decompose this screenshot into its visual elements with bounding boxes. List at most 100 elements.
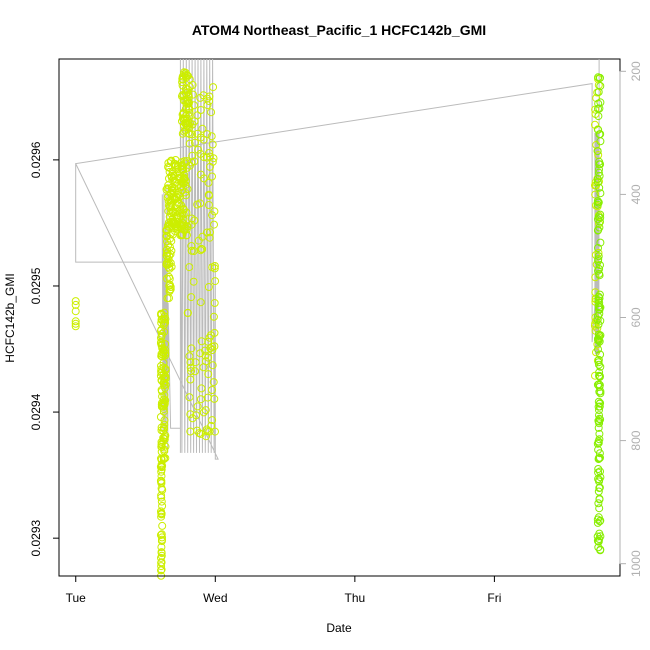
y2-tick-label: 800 bbox=[629, 430, 643, 450]
data-point bbox=[595, 477, 603, 486]
data-point bbox=[207, 132, 216, 141]
data-point bbox=[185, 108, 194, 117]
data-point bbox=[196, 298, 205, 307]
data-point bbox=[596, 545, 605, 554]
data-point bbox=[164, 255, 173, 264]
data-point bbox=[161, 318, 170, 327]
y-tick-label: 0.0294 bbox=[29, 393, 43, 430]
data-point bbox=[184, 99, 192, 108]
data-point bbox=[595, 294, 604, 303]
data-point bbox=[159, 351, 168, 360]
data-point bbox=[194, 145, 203, 154]
data-point bbox=[193, 129, 202, 138]
data-point bbox=[208, 342, 217, 351]
data-point bbox=[71, 307, 80, 316]
data-point bbox=[209, 83, 218, 92]
data-point bbox=[71, 322, 80, 331]
data-point bbox=[594, 445, 603, 454]
data-point bbox=[166, 250, 175, 259]
data-point bbox=[594, 358, 603, 367]
data-point bbox=[186, 358, 195, 367]
data-point bbox=[596, 389, 605, 398]
data-point bbox=[158, 521, 167, 530]
data-point bbox=[204, 283, 213, 291]
data-point bbox=[595, 368, 604, 377]
data-point bbox=[594, 537, 603, 546]
data-point bbox=[179, 205, 188, 213]
data-point bbox=[596, 130, 605, 139]
data-point bbox=[184, 90, 193, 99]
data-point bbox=[190, 157, 199, 166]
x-axis-label: Date bbox=[326, 621, 352, 635]
data-point bbox=[166, 259, 175, 268]
y2-tick-label: 1000 bbox=[629, 550, 643, 577]
data-point bbox=[160, 372, 169, 381]
data-point bbox=[157, 549, 166, 558]
data-point bbox=[183, 85, 192, 94]
data-point bbox=[179, 175, 188, 184]
data-point bbox=[209, 312, 218, 321]
data-point bbox=[595, 157, 604, 166]
data-point bbox=[594, 513, 603, 522]
data-point bbox=[595, 290, 604, 299]
data-point bbox=[185, 139, 194, 148]
data-point bbox=[159, 395, 168, 404]
data-point bbox=[187, 293, 196, 302]
data-point bbox=[197, 244, 206, 253]
data-point bbox=[596, 189, 605, 198]
data-point bbox=[596, 261, 604, 270]
data-point bbox=[176, 205, 185, 214]
data-point bbox=[166, 283, 175, 291]
data-point bbox=[210, 220, 218, 229]
data-point bbox=[594, 88, 603, 96]
data-point bbox=[594, 335, 602, 344]
data-point bbox=[203, 427, 212, 436]
data-point bbox=[595, 411, 603, 420]
x-tick-label: Fri bbox=[487, 591, 501, 605]
data-point bbox=[160, 420, 169, 429]
data-point bbox=[594, 198, 602, 207]
data-point bbox=[210, 207, 219, 216]
data-point bbox=[193, 402, 202, 411]
data-point bbox=[167, 262, 176, 271]
chart-title: ATOM4 Northeast_Pacific_1 HCFC142b_GMI bbox=[192, 22, 486, 38]
data-point bbox=[157, 566, 165, 575]
data-point bbox=[199, 363, 208, 372]
data-point bbox=[198, 124, 207, 133]
data-point bbox=[197, 337, 206, 346]
y-tick-label: 0.0293 bbox=[29, 519, 43, 556]
data-point bbox=[208, 172, 216, 181]
data-point bbox=[595, 104, 604, 113]
data-point bbox=[205, 149, 213, 157]
data-point bbox=[160, 312, 169, 321]
data-point bbox=[158, 486, 167, 494]
data-point bbox=[594, 499, 603, 508]
data-point bbox=[594, 465, 603, 473]
data-point bbox=[594, 302, 603, 310]
data-point bbox=[208, 416, 217, 425]
data-point bbox=[596, 82, 605, 90]
pressure-line bbox=[74, 58, 600, 460]
data-point bbox=[191, 138, 199, 147]
data-point bbox=[187, 367, 196, 376]
y-axis-label: HCFC142b_GMI bbox=[3, 273, 17, 362]
pressure-series bbox=[74, 58, 600, 460]
data-point bbox=[185, 263, 194, 272]
data-point bbox=[157, 472, 166, 481]
data-point bbox=[594, 292, 603, 301]
data-point bbox=[71, 319, 80, 328]
data-point bbox=[594, 125, 603, 134]
data-point bbox=[186, 363, 195, 372]
data-point bbox=[595, 429, 604, 438]
data-point bbox=[189, 277, 198, 286]
data-point bbox=[594, 330, 603, 339]
x-axis: Tue Wed Thu Fri bbox=[66, 575, 501, 605]
data-point bbox=[594, 252, 603, 261]
data-point bbox=[159, 405, 168, 414]
data-point bbox=[208, 346, 217, 354]
y2-tick-label: 400 bbox=[629, 184, 643, 204]
data-point bbox=[191, 358, 200, 367]
data-point bbox=[206, 228, 214, 237]
data-point bbox=[157, 512, 166, 521]
data-point bbox=[187, 220, 196, 229]
